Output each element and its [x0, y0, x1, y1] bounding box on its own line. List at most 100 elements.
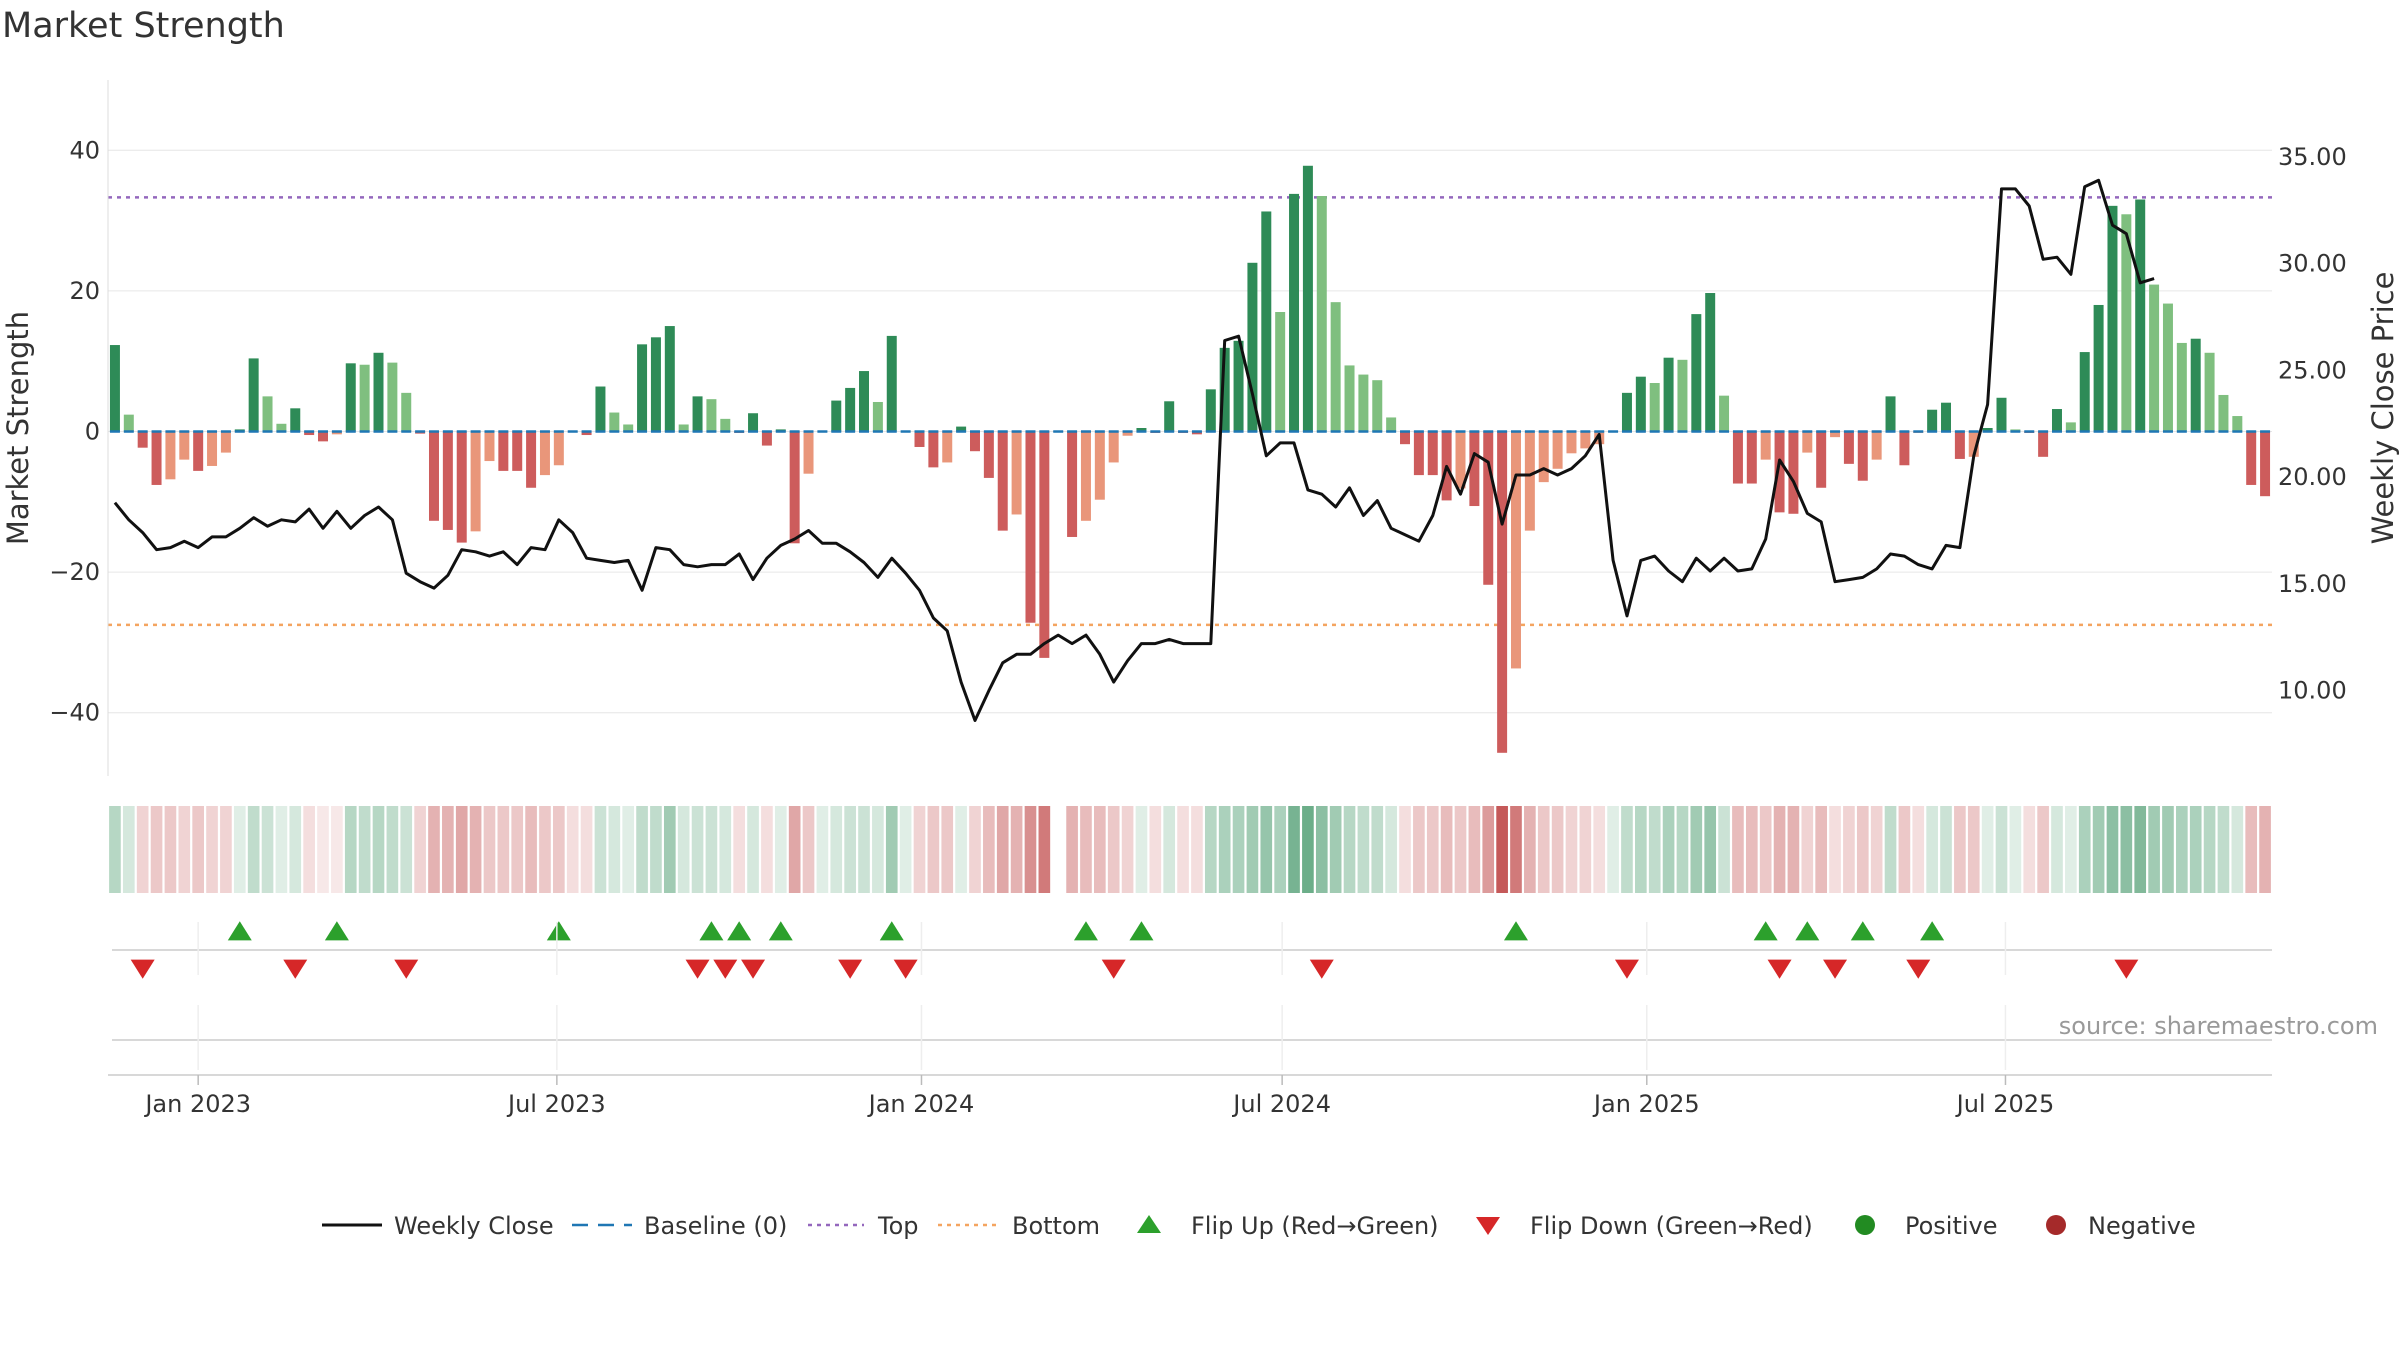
- flip-down-marker: [893, 959, 918, 979]
- heatmap-cell: [1177, 806, 1189, 893]
- legend-swatch-flip-up: [1137, 1215, 1161, 1233]
- strength-bar: [1954, 431, 1965, 459]
- heatmap-cell: [1704, 806, 1717, 893]
- flip-up-marker: [1129, 921, 1154, 941]
- heatmap-cell: [1468, 806, 1481, 893]
- heatmap-cell: [1773, 806, 1786, 893]
- heatmap-cell: [1343, 806, 1356, 893]
- strength-bar: [1649, 383, 1660, 432]
- heatmap-cell: [2231, 806, 2244, 893]
- heatmap-cell: [1302, 806, 1314, 893]
- heatmap-cell: [1787, 806, 1800, 893]
- heatmap-cell: [1218, 806, 1231, 893]
- flip-down-marker: [1309, 959, 1334, 979]
- heatmap-cell: [497, 806, 510, 893]
- heatmap-cell: [2023, 806, 2036, 893]
- strength-bar: [151, 431, 162, 485]
- heatmap-cell: [386, 806, 399, 893]
- strength-bar: [470, 431, 481, 532]
- strength-bar: [886, 335, 897, 432]
- flip-down-marker: [130, 959, 155, 979]
- y2-tick-label: 15.00: [2278, 570, 2347, 598]
- heatmap-cell: [747, 806, 759, 893]
- heatmap-cell: [289, 806, 302, 893]
- strength-bar: [123, 414, 134, 432]
- strength-bar: [1788, 431, 1799, 514]
- legend: Weekly Close Baseline (0) Top Bottom Flip Up…: [322, 1212, 2196, 1240]
- heatmap-cell: [1426, 806, 1439, 893]
- heatmap-cell: [539, 806, 551, 893]
- strength-bar: [956, 426, 967, 432]
- heatmap-cell: [1537, 806, 1550, 893]
- strength-bar: [845, 387, 856, 432]
- flip-down-marker: [838, 959, 863, 979]
- strength-bar: [914, 431, 925, 447]
- legend-label: Positive: [1905, 1212, 1998, 1240]
- flip-up-marker: [1503, 921, 1528, 941]
- strength-bar: [220, 431, 231, 453]
- heatmap-cell: [955, 806, 967, 893]
- heatmap-cell: [941, 806, 954, 893]
- strength-bar: [373, 352, 384, 432]
- strength-bar: [1108, 431, 1119, 463]
- x-tick-label: Jan 2023: [143, 1090, 251, 1118]
- flip-down-marker: [713, 959, 738, 979]
- strength-bar: [401, 392, 412, 432]
- heatmap-cell: [636, 806, 648, 893]
- strength-bar: [1885, 396, 1896, 432]
- heatmap-cell: [1524, 806, 1536, 893]
- heatmap-cell: [303, 806, 315, 893]
- heatmap-cell: [1884, 806, 1897, 893]
- strength-bar: [2162, 303, 2173, 432]
- strength-bar: [456, 431, 467, 543]
- strength-bar: [2079, 352, 2090, 432]
- strength-bar: [428, 431, 439, 521]
- reference-lines: [108, 196, 2272, 627]
- strength-bar: [193, 431, 204, 471]
- heatmap-cell: [1995, 806, 2008, 893]
- heatmap-cell: [1274, 806, 1286, 893]
- heatmap-cell: [1440, 806, 1453, 893]
- strength-bar: [345, 363, 356, 432]
- strength-bar: [761, 431, 772, 446]
- strength-bar: [1552, 431, 1563, 469]
- heatmap-cell: [1080, 806, 1092, 893]
- strength-bar: [831, 400, 842, 432]
- legend-label: Negative: [2088, 1212, 2196, 1240]
- strength-bar: [331, 431, 342, 435]
- strength-bar: [498, 431, 509, 471]
- strength-bar: [692, 396, 703, 432]
- heatmap-cell: [1371, 806, 1384, 893]
- strength-bar: [290, 408, 301, 432]
- strength-bar: [1510, 431, 1521, 669]
- y-tick-label: 20: [69, 277, 100, 305]
- heatmap-cell: [1801, 806, 1814, 893]
- strength-bar: [1746, 431, 1757, 484]
- strength-bar: [1677, 359, 1688, 432]
- heatmap-cell: [1648, 806, 1661, 893]
- strength-bar: [1136, 428, 1147, 432]
- heatmap-cell: [1066, 806, 1078, 893]
- strength-bar: [609, 412, 620, 432]
- heatmap-cell: [1315, 806, 1328, 893]
- flip-up-marker: [1850, 921, 1875, 941]
- heatmap-cell: [1204, 806, 1217, 893]
- strength-bar: [1275, 312, 1286, 432]
- strength-bar: [1705, 293, 1716, 432]
- heatmap-cell: [2148, 806, 2160, 893]
- heatmap-cell: [1357, 806, 1370, 893]
- strength-bar: [2246, 431, 2257, 485]
- heatmap-cell: [331, 806, 343, 893]
- y2-tick-label: 30.00: [2278, 250, 2347, 278]
- heatmap-cell: [566, 806, 579, 893]
- legend-label: Bottom: [1012, 1212, 1100, 1240]
- heatmap-cell: [2189, 806, 2202, 893]
- strength-bar: [1427, 431, 1438, 476]
- strength-bar: [1122, 431, 1133, 436]
- strength-bar: [1497, 431, 1508, 753]
- strength-bar: [2093, 304, 2104, 432]
- heatmap-cell: [1052, 806, 1064, 893]
- flip-markers-panel: [112, 921, 2272, 979]
- strength-bar: [1233, 340, 1244, 432]
- strength-bar: [2260, 431, 2271, 497]
